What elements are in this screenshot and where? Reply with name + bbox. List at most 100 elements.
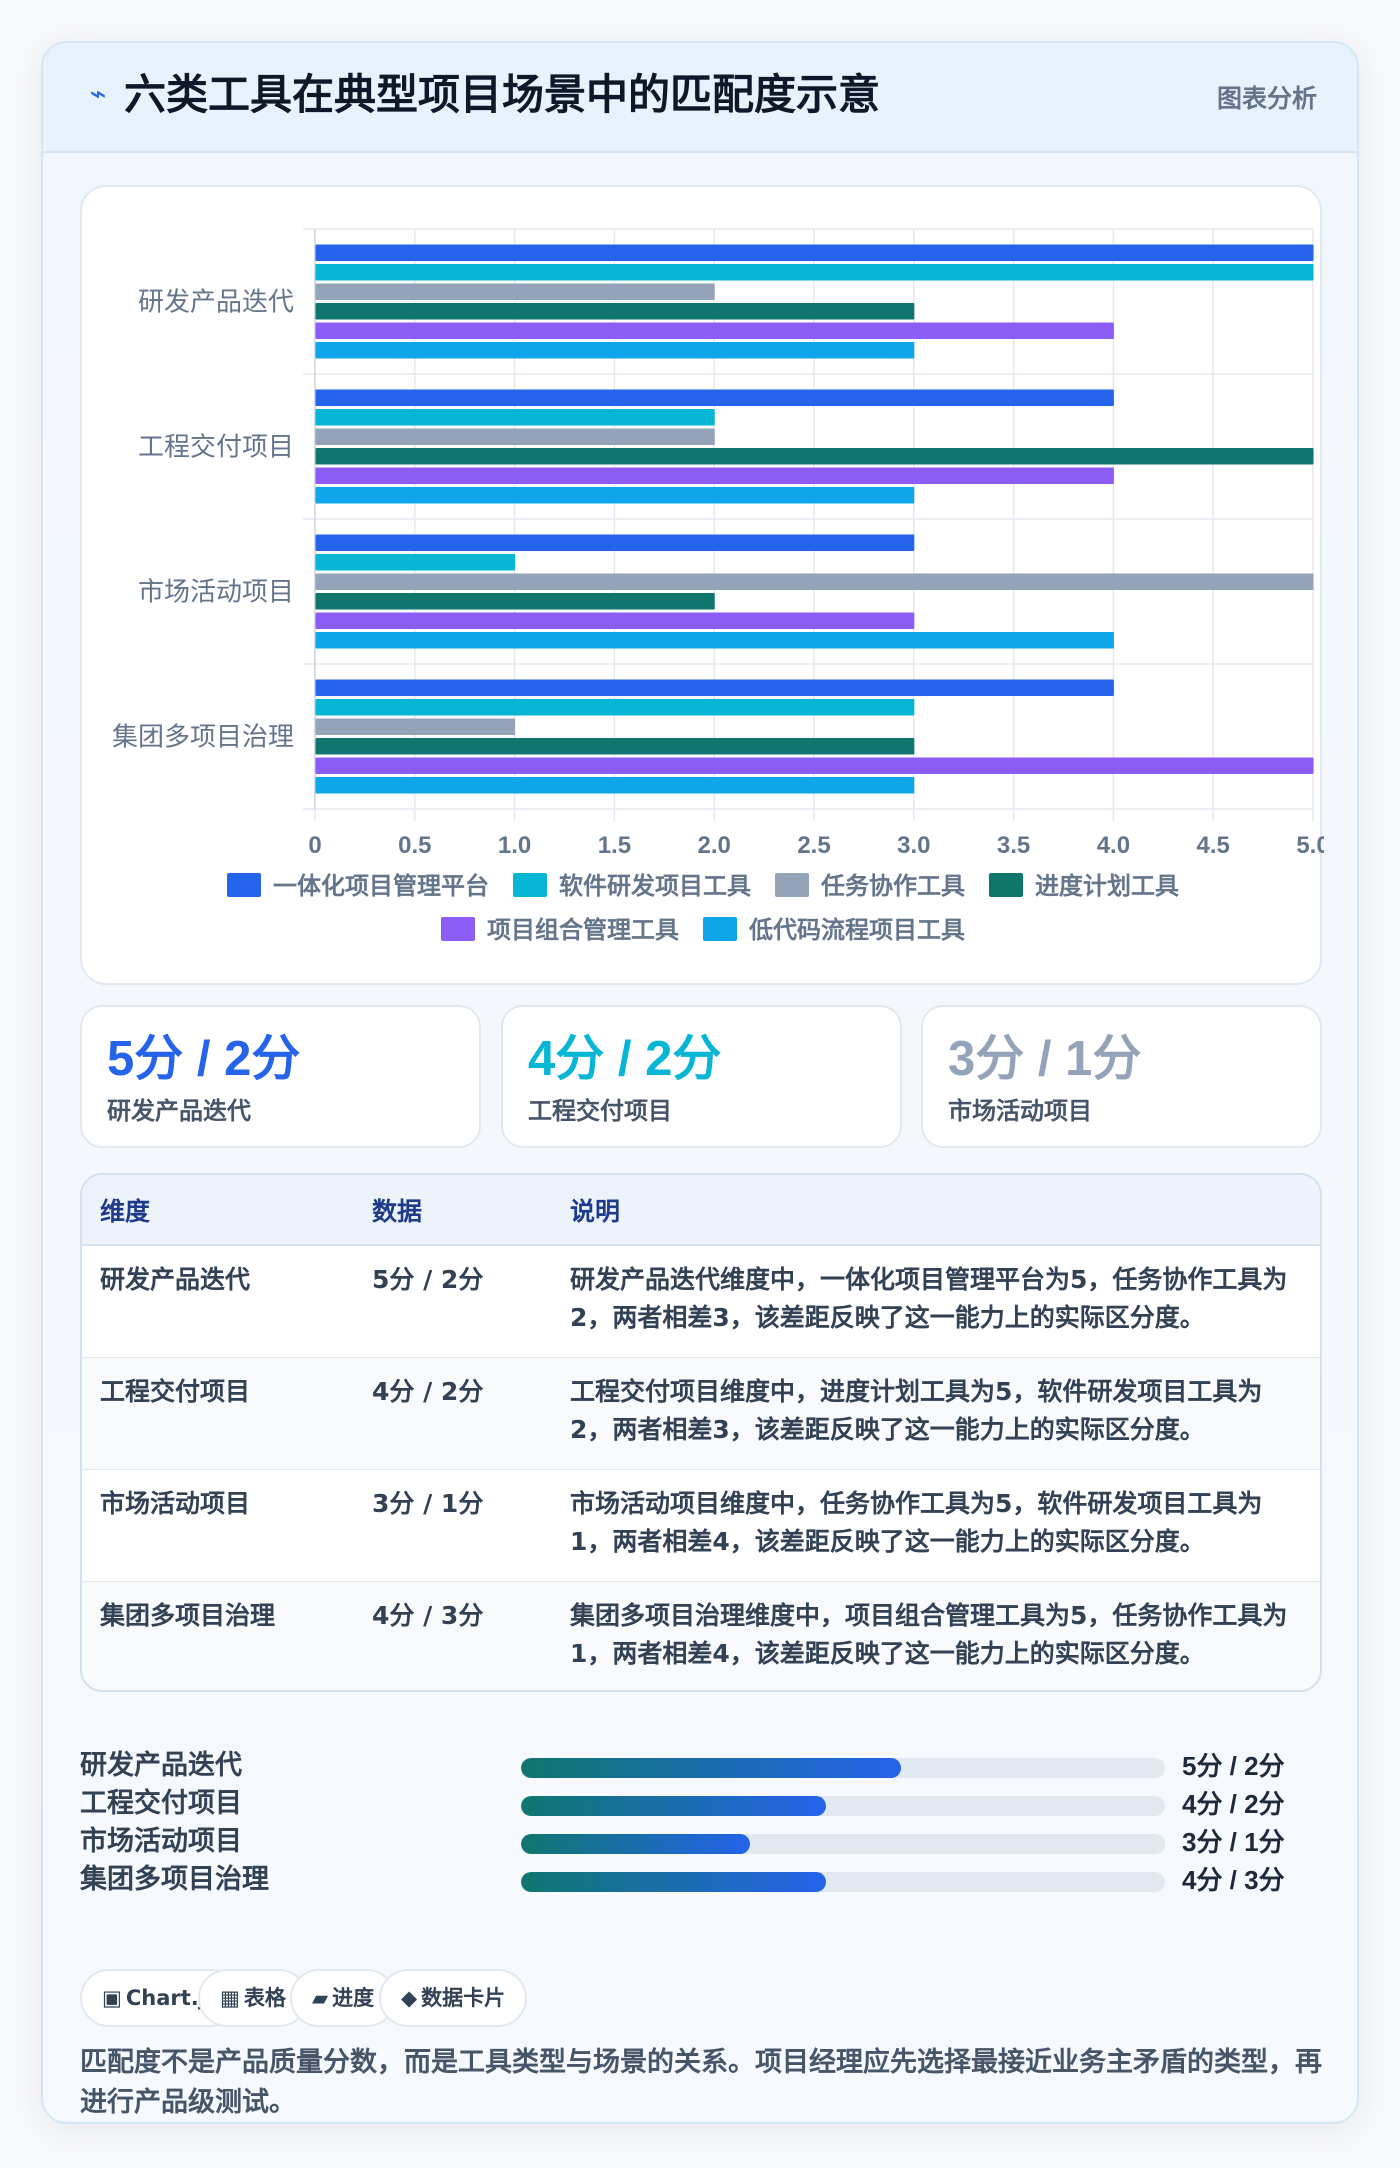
x-tick-label: 3.5 <box>997 832 1030 859</box>
cell-dimension: 市场活动项目 <box>100 1488 251 1518</box>
bar <box>315 534 915 551</box>
x-tick-label: 4.0 <box>1097 832 1130 859</box>
bar <box>315 612 915 629</box>
stat-label: 工程交付项目 <box>528 1097 672 1125</box>
bar <box>315 303 915 320</box>
legend-swatch <box>775 873 809 897</box>
stat-value: 4分 / 2分 <box>528 1032 722 1086</box>
progress-fill <box>521 1872 826 1892</box>
stat-cards: 5分 / 2分 研发产品迭代 4分 / 2分 工程交付项目 3分 / 1分 市场… <box>80 1005 1322 1148</box>
legend-label: 进度计划工具 <box>1035 872 1179 900</box>
bar <box>315 322 1114 339</box>
data-card-icon: ◆ <box>401 1986 418 2010</box>
table-icon: ▦ <box>220 1986 240 2010</box>
chip-data-card[interactable]: ◆ 数据卡片 <box>379 1969 528 2027</box>
progress-label: 工程交付项目 <box>80 1788 242 1819</box>
x-tick-label: 4.5 <box>1197 832 1230 859</box>
progress-fill <box>521 1834 750 1854</box>
progress-row: 工程交付项目 4分 / 2分 <box>80 1784 1322 1824</box>
progress-track <box>521 1834 1165 1854</box>
chip-label: 数据卡片 <box>421 1986 506 2010</box>
chart-icon: ▣ <box>102 1986 122 2010</box>
legend-swatch <box>513 873 547 897</box>
bar <box>315 738 915 755</box>
legend-label: 项目组合管理工具 <box>487 916 679 944</box>
bar <box>315 487 915 504</box>
x-tick-label: 1.0 <box>498 832 531 859</box>
legend-label: 一体化项目管理平台 <box>273 872 489 900</box>
bar <box>315 342 915 359</box>
y-tick-label: 市场活动项目 <box>138 578 294 608</box>
cell-description: 市场活动项目维度中，任务协作工具为5，软件研发项目工具为1，两者相差4，该差距反… <box>570 1488 1263 1556</box>
column-header: 说明 <box>552 1175 1320 1246</box>
card-header: ⌁ 六类工具在典型项目场景中的匹配度示意 图表分析 <box>43 43 1357 153</box>
cell-dimension: 研发产品迭代 <box>100 1265 251 1294</box>
cell-data: 5分 / 2分 <box>372 1265 484 1294</box>
progress-fill <box>521 1796 826 1816</box>
bar <box>315 718 516 735</box>
stat-card: 4分 / 2分 工程交付项目 <box>501 1005 902 1148</box>
progress-track <box>521 1796 1165 1816</box>
table-header-row: 维度 数据 说明 <box>82 1175 1320 1246</box>
table-row: 研发产品迭代 5分 / 2分 研发产品迭代维度中，一体化项目管理平台为5，任务协… <box>82 1245 1320 1357</box>
y-tick-label: 集团多项目治理 <box>112 723 294 753</box>
chip-table[interactable]: ▦ 表格 <box>198 1969 308 2027</box>
bar <box>315 389 1114 406</box>
bar <box>315 244 1314 261</box>
bar <box>315 699 915 716</box>
stat-value: 5分 / 2分 <box>107 1032 301 1086</box>
table-row: 集团多项目治理 4分 / 3分 集团多项目治理维度中，项目组合管理工具为5，任务… <box>82 1581 1320 1690</box>
bar <box>315 777 915 794</box>
bar <box>315 467 1114 484</box>
cell-description: 研发产品迭代维度中，一体化项目管理平台为5，任务协作工具为2，两者相差3，该差距… <box>570 1265 1288 1332</box>
lightning-icon: ⌁ <box>89 77 107 110</box>
legend-swatch <box>441 917 475 941</box>
progress-track <box>521 1758 1165 1778</box>
bar-chart: 0 0.5 1.0 1.5 2.0 2.5 3.0 3.5 4.0 4.5 5.0 研发产品迭代工程交… <box>112 228 1324 944</box>
stat-label: 研发产品迭代 <box>107 1097 251 1125</box>
table-row: 工程交付项目 4分 / 2分 工程交付项目维度中，进度计划工具为5，软件研发项目… <box>82 1357 1320 1469</box>
chip-progress[interactable]: ▰ 进度 <box>290 1969 397 2027</box>
x-tick-label: 2.0 <box>698 832 731 859</box>
bar <box>315 428 715 445</box>
chart-analysis-tag: 图表分析 <box>1216 84 1317 113</box>
stat-value: 3分 / 1分 <box>948 1032 1142 1086</box>
cell-data: 3分 / 1分 <box>372 1488 484 1518</box>
bar <box>315 593 715 610</box>
bar <box>315 283 715 300</box>
bar <box>315 554 516 571</box>
legend-label: 低代码流程项目工具 <box>748 916 965 944</box>
table-row: 市场活动项目 3分 / 1分 市场活动项目维度中，任务协作工具为5，软件研发项目… <box>82 1469 1320 1581</box>
bar <box>315 264 1314 281</box>
legend-swatch <box>989 873 1023 897</box>
stat-card: 5分 / 2分 研发产品迭代 <box>80 1005 481 1148</box>
data-table: 维度 数据 说明 研发产品迭代 5分 / 2分 研发产品迭代维度中，一体化项目管… <box>80 1173 1322 1692</box>
legend-swatch <box>227 873 261 897</box>
x-tick-label: 0.5 <box>398 832 431 859</box>
footnote: 匹配度不是产品质量分数，而是工具类型与场景的关系。项目经理应先选择最接近业务主矛… <box>80 2047 1322 2118</box>
bar <box>315 573 1314 590</box>
cell-dimension: 工程交付项目 <box>100 1376 251 1406</box>
legend-swatch <box>703 917 737 941</box>
progress-row: 研发产品迭代 5分 / 2分 <box>80 1746 1322 1786</box>
column-header: 维度 <box>82 1175 354 1246</box>
cell-description: 集团多项目治理维度中，项目组合管理工具为5，任务协作工具为1，两者相差4，该差距… <box>570 1600 1288 1668</box>
x-tick-label: 3.0 <box>897 832 930 859</box>
x-tick-label: 0 <box>308 832 321 859</box>
progress-row: 市场活动项目 3分 / 1分 <box>80 1822 1322 1862</box>
progress-value: 3分 / 1分 <box>1182 1827 1285 1857</box>
chip-label: 表格 <box>243 1986 286 2010</box>
stat-label: 市场活动项目 <box>948 1097 1092 1125</box>
progress-list: 研发产品迭代 5分 / 2分 工程交付项目 4分 / 2分 市场活动项目 3分 … <box>80 1746 1322 1966</box>
bar <box>315 632 1114 649</box>
page-title: 六类工具在典型项目场景中的匹配度示意 <box>124 70 881 119</box>
chart-panel: 0 0.5 1.0 1.5 2.0 2.5 3.0 3.5 4.0 4.5 5.0 研发产品迭代工程交… <box>80 185 1324 985</box>
analysis-card: ⌁ 六类工具在典型项目场景中的匹配度示意 图表分析 0 0.5 1.0 1.5 2.0 2… <box>41 41 1359 2124</box>
progress-value: 5分 / 2分 <box>1182 1751 1285 1781</box>
stat-card: 3分 / 1分 市场活动项目 <box>921 1005 1322 1148</box>
progress-fill <box>521 1758 901 1778</box>
column-header: 数据 <box>354 1175 552 1246</box>
bar <box>315 679 1114 696</box>
progress-label: 集团多项目治理 <box>80 1864 269 1895</box>
progress-icon: ▰ <box>312 1986 329 2010</box>
